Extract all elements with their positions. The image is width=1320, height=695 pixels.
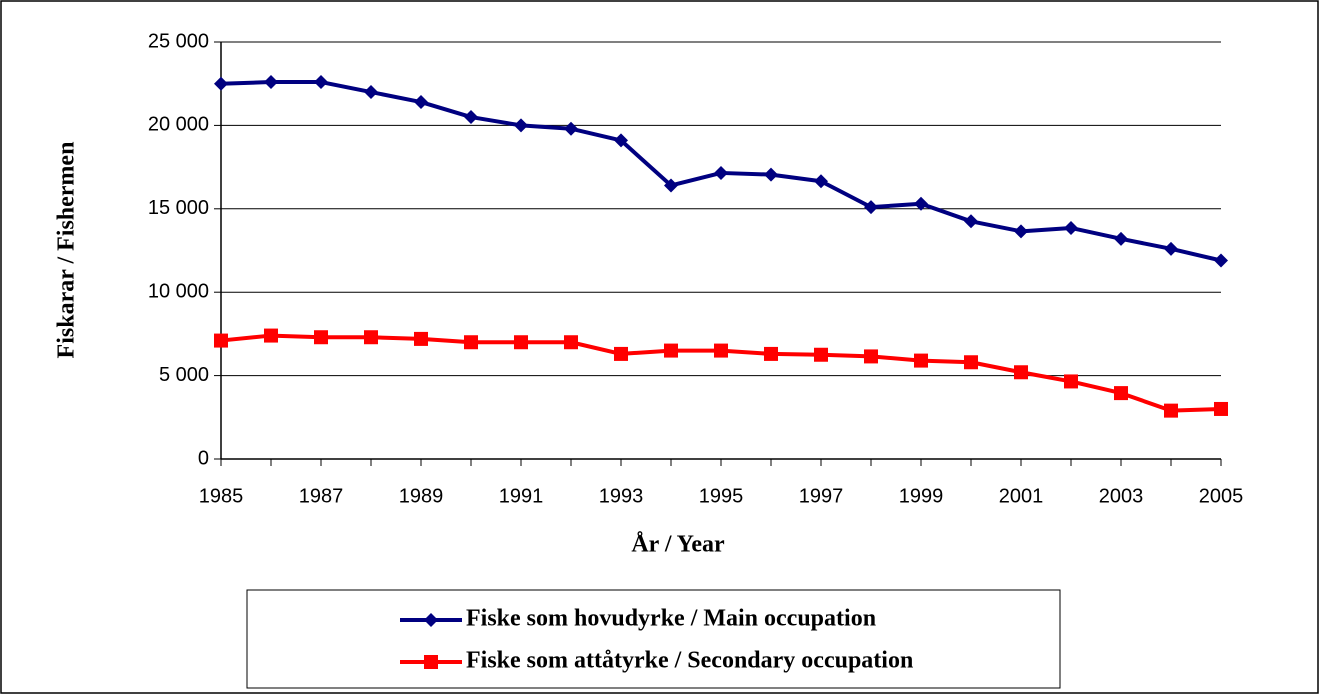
- data-point: [514, 118, 528, 133]
- data-point: [314, 75, 328, 90]
- data-point: [814, 347, 828, 362]
- data-point: [514, 335, 528, 350]
- data-point: [414, 331, 428, 346]
- data-point: [614, 133, 628, 148]
- x-tick-label: 2005: [1199, 485, 1244, 507]
- y-tick-label: 5 000: [159, 364, 209, 386]
- legend-marker: [424, 613, 438, 627]
- data-point: [1014, 365, 1028, 380]
- data-point: [414, 95, 428, 110]
- data-point: [664, 343, 678, 358]
- y-axis-title: Fiskarar / Fishermen: [54, 142, 80, 359]
- data-point: [914, 196, 928, 211]
- x-tick-label: 1991: [499, 485, 544, 507]
- data-point: [864, 200, 878, 215]
- data-point: [1214, 253, 1228, 268]
- data-point: [714, 165, 728, 180]
- data-point: [964, 355, 978, 370]
- data-point: [664, 178, 678, 193]
- x-tick-label: 1997: [799, 485, 844, 507]
- data-point: [714, 343, 728, 358]
- data-point: [564, 335, 578, 350]
- data-point: [1214, 401, 1228, 416]
- x-tick-label: 1995: [699, 485, 744, 507]
- data-point: [364, 330, 378, 345]
- data-point: [264, 75, 278, 90]
- data-point: [1164, 241, 1178, 256]
- y-tick-label: 15 000: [148, 197, 209, 219]
- data-point: [564, 121, 578, 136]
- legend-label: Fiske som hovudyrke / Main occupation: [466, 606, 876, 632]
- data-point: [314, 330, 328, 345]
- data-point: [764, 167, 778, 182]
- x-tick-label: 1987: [299, 485, 344, 507]
- data-point: [814, 174, 828, 189]
- data-point: [464, 110, 478, 125]
- x-tick-label: 1985: [199, 485, 244, 507]
- x-tick-label: 1989: [399, 485, 444, 507]
- data-point: [1114, 231, 1128, 246]
- data-point: [914, 353, 928, 368]
- x-tick-label: 1993: [599, 485, 644, 507]
- data-point: [764, 346, 778, 361]
- data-point: [1014, 224, 1028, 239]
- legend-label: Fiske som attåtyrke / Secondary occupati…: [466, 648, 913, 674]
- x-tick-label: 2003: [1099, 485, 1144, 507]
- x-axis-title: År / Year: [631, 532, 725, 558]
- x-tick-label: 1999: [899, 485, 944, 507]
- data-point: [864, 349, 878, 364]
- y-tick-label: 0: [198, 447, 209, 469]
- data-point: [264, 328, 278, 343]
- legend-box: [246, 589, 1061, 689]
- data-point: [1164, 403, 1178, 418]
- y-tick-label: 25 000: [148, 30, 209, 52]
- data-point: [964, 214, 978, 229]
- y-tick-label: 10 000: [148, 280, 209, 302]
- x-tick-label: 2001: [999, 485, 1044, 507]
- data-point: [364, 85, 378, 100]
- data-point: [614, 346, 628, 361]
- data-point: [1114, 386, 1128, 401]
- legend-marker: [424, 655, 438, 669]
- data-point: [214, 333, 228, 348]
- data-point: [1064, 374, 1078, 389]
- data-point: [464, 335, 478, 350]
- y-tick-label: 20 000: [148, 114, 209, 136]
- data-point: [1064, 220, 1078, 235]
- data-point: [214, 76, 228, 91]
